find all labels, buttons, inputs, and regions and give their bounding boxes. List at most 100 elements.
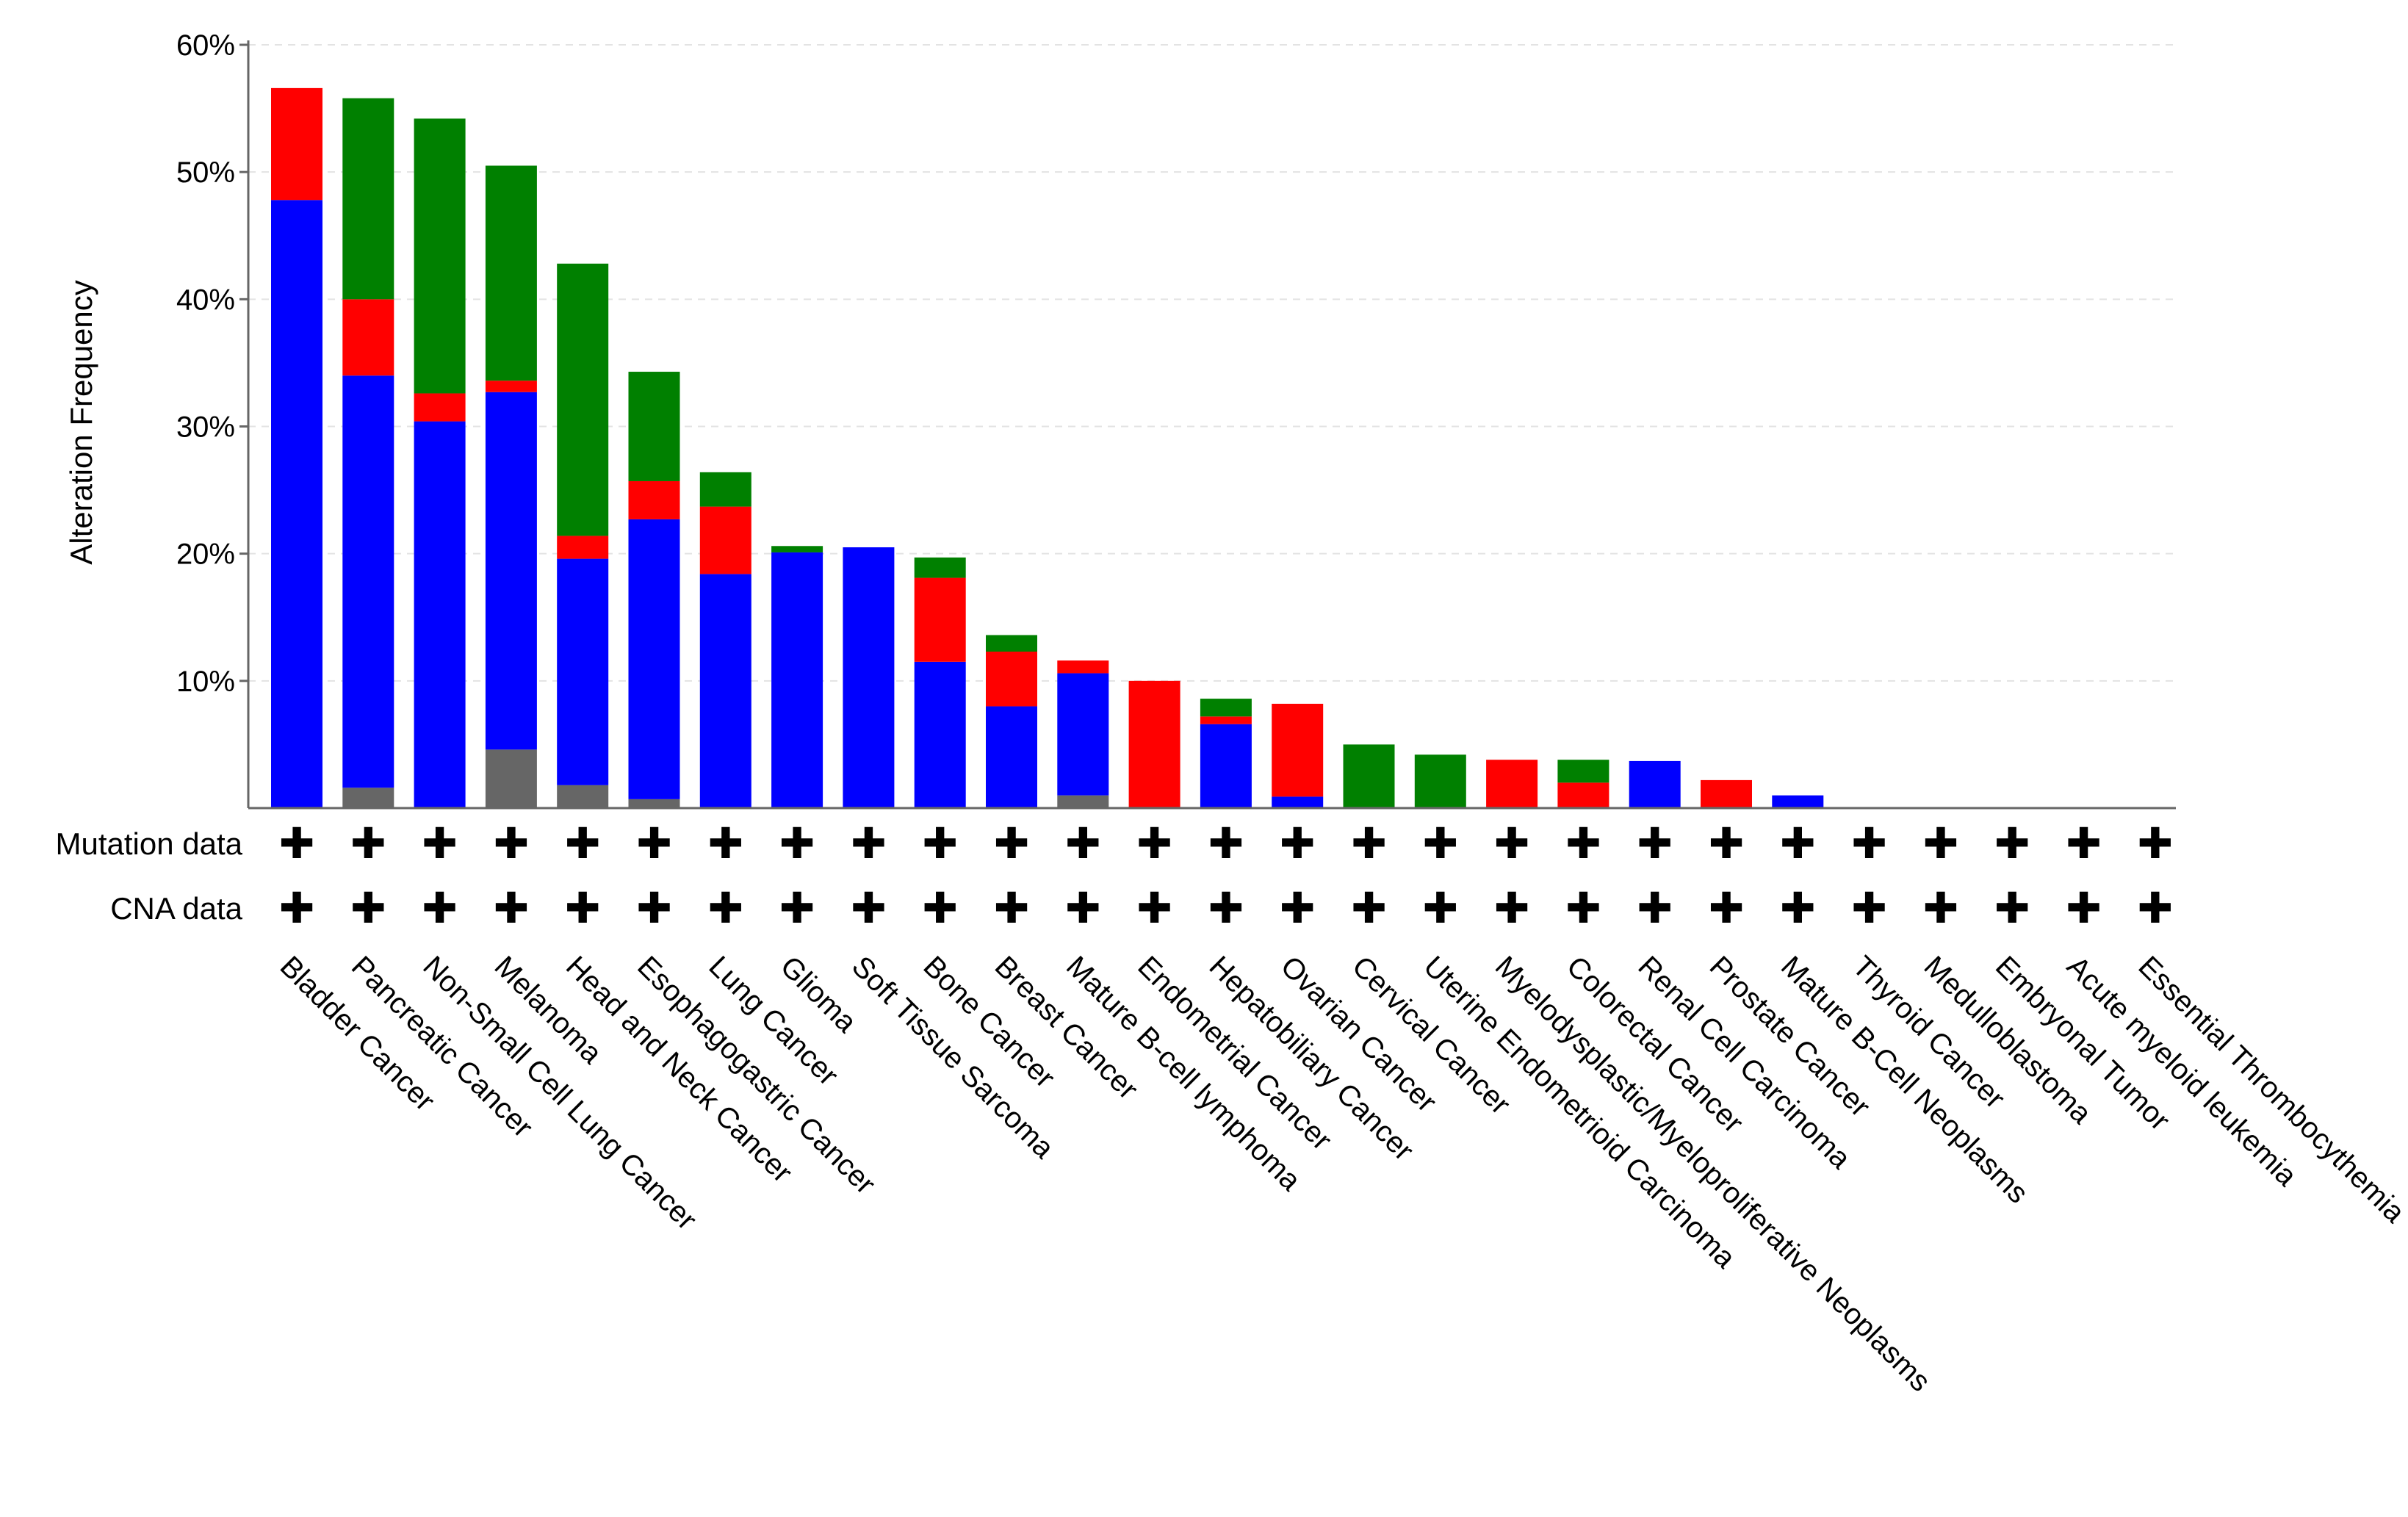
data-available-mark: ✚ [2137, 820, 2173, 868]
data-available-mark: ✚ [1780, 884, 1816, 932]
bar-segment-green [1200, 699, 1252, 717]
y-tick-label: 60% [176, 29, 235, 62]
bar-segment-red [914, 577, 966, 662]
y-axis-title: Alteration Frequency [64, 280, 98, 565]
data-available-mark: ✚ [1565, 820, 1601, 868]
bar-segment-green [1414, 754, 1466, 808]
data-available-mark: ✚ [1851, 884, 1887, 932]
data-available-mark: ✚ [1994, 884, 2030, 932]
bar-segment-blue [699, 574, 751, 808]
data-available-mark: ✚ [994, 820, 1030, 868]
bar-segment-red [414, 393, 466, 422]
data-available-mark: ✚ [1208, 820, 1244, 868]
data-available-mark: ✚ [779, 820, 815, 868]
bar-segment-green [771, 546, 823, 552]
bar-segment-blue [914, 661, 966, 808]
bar-segment-gray [1057, 795, 1109, 808]
data-available-mark: ✚ [1351, 884, 1387, 932]
data-available-mark: ✚ [422, 884, 458, 932]
bar-segment-red [557, 536, 609, 559]
data-available-mark: ✚ [422, 820, 458, 868]
bar-segment-red [485, 381, 537, 392]
data-available-mark: ✚ [1494, 884, 1530, 932]
bar-segment-blue [271, 200, 322, 809]
row-label: CNA data [110, 891, 242, 926]
data-available-mark: ✚ [1422, 820, 1458, 868]
bar-segment-blue [1629, 760, 1681, 808]
data-available-mark: ✚ [565, 820, 601, 868]
bar-segment-red [342, 299, 394, 376]
bar-segment-green [1557, 760, 1609, 783]
data-available-mark: ✚ [350, 884, 386, 932]
bar-segment-red [628, 480, 680, 519]
y-tick-label: 50% [176, 156, 235, 189]
data-available-mark: ✚ [494, 884, 530, 932]
bar-segment-green [1343, 744, 1395, 808]
bar-segment-blue [485, 392, 537, 750]
bar-segment-blue [628, 519, 680, 799]
data-available-mark: ✚ [1065, 820, 1101, 868]
bar-segment-green [342, 98, 394, 300]
data-available-mark: ✚ [707, 884, 743, 932]
bar-segment-blue [1272, 796, 1324, 808]
bar-segment-red [1200, 716, 1252, 724]
bar-segment-blue [557, 558, 609, 785]
y-tick-label: 20% [176, 538, 235, 571]
data-available-mark: ✚ [851, 820, 887, 868]
bar-segment-red [271, 87, 322, 201]
bar-segment-green [557, 263, 609, 536]
data-available-mark: ✚ [1422, 884, 1458, 932]
bar-segment-red [1701, 779, 1752, 808]
data-available-mark: ✚ [1065, 884, 1101, 932]
data-available-mark: ✚ [1923, 820, 1959, 868]
data-available-mark: ✚ [1494, 820, 1530, 868]
data-available-mark: ✚ [1351, 820, 1387, 868]
data-available-mark: ✚ [350, 820, 386, 868]
data-available-mark: ✚ [1780, 820, 1816, 868]
bar-segment-gray [342, 788, 394, 808]
data-available-mark: ✚ [636, 820, 672, 868]
data-available-mark: ✚ [636, 884, 672, 932]
bar-segment-blue [771, 552, 823, 808]
data-available-mark: ✚ [565, 884, 601, 932]
bar-segment-green [914, 557, 966, 578]
y-tick-label: 30% [176, 411, 235, 444]
data-available-mark: ✚ [1923, 884, 1959, 932]
bar-segment-blue [843, 547, 895, 808]
bar-segment-red [1057, 660, 1109, 674]
data-available-mark: ✚ [279, 884, 315, 932]
data-available-mark: ✚ [1280, 820, 1316, 868]
data-available-mark: ✚ [494, 820, 530, 868]
data-available-mark: ✚ [922, 884, 958, 932]
data-available-mark: ✚ [1136, 884, 1172, 932]
bar-segment-red [1128, 680, 1180, 808]
bar-segment-red [1557, 782, 1609, 808]
data-availability-rows: Mutation data ✚ ✚ ✚ ✚ ✚ ✚ ✚ ✚ ✚ ✚ ✚ ✚ ✚ ✚ ✚ ✚ ✚ ✚ ✚ ✚ ✚ ✚ ✚ ✚ ✚ ✚ ✚… [55, 820, 2173, 932]
y-tick-label: 10% [176, 666, 235, 698]
data-available-mark: ✚ [1280, 884, 1316, 932]
data-available-mark: ✚ [2066, 820, 2102, 868]
bar-segment-blue [1200, 724, 1252, 808]
bar-segment-blue [414, 421, 466, 808]
bar-segment-gray [628, 799, 680, 808]
bar-segment-red [699, 506, 751, 574]
bar-segment-gray [557, 785, 609, 808]
y-tick-label: 40% [176, 284, 235, 316]
data-available-mark: ✚ [851, 884, 887, 932]
data-available-mark: ✚ [1208, 884, 1244, 932]
axes [247, 40, 2176, 810]
bar-segment-blue [986, 706, 1037, 808]
bar-segment-red [986, 652, 1037, 707]
data-available-mark: ✚ [1709, 884, 1745, 932]
bar-segment-red [1272, 704, 1324, 797]
bar-segment-green [699, 472, 751, 507]
bar-segment-blue [1772, 795, 1824, 808]
data-available-mark: ✚ [1851, 820, 1887, 868]
data-available-mark: ✚ [2137, 884, 2173, 932]
bar-segment-green [628, 372, 680, 481]
y-ticks: 10% 20% 30% 40% 50% 60% [176, 29, 248, 698]
data-available-mark: ✚ [707, 820, 743, 868]
data-available-mark: ✚ [779, 884, 815, 932]
